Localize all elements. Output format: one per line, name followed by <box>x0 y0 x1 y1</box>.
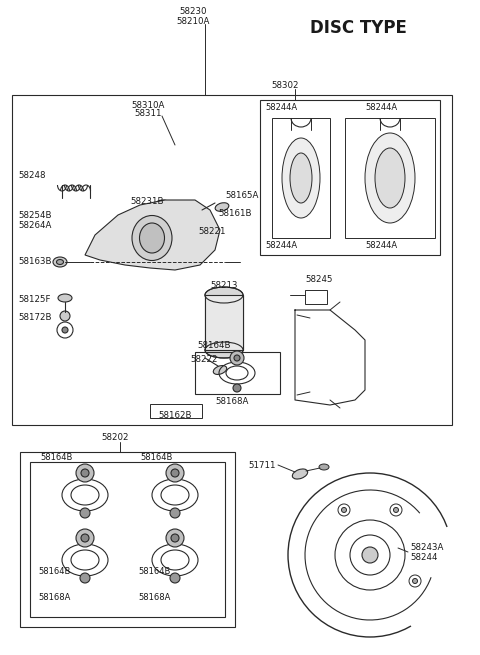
Bar <box>12 95 452 425</box>
Text: 58164B: 58164B <box>140 453 172 462</box>
Text: 58244A: 58244A <box>265 240 297 250</box>
Circle shape <box>230 351 244 365</box>
Text: 58164B: 58164B <box>197 341 230 350</box>
Circle shape <box>412 578 418 584</box>
Text: 58222: 58222 <box>190 356 217 364</box>
Circle shape <box>60 311 70 321</box>
Ellipse shape <box>53 257 67 267</box>
Text: DISC TYPE: DISC TYPE <box>310 19 407 37</box>
Text: 58264A: 58264A <box>18 221 51 229</box>
Text: 58125F: 58125F <box>18 295 50 305</box>
Polygon shape <box>85 200 220 270</box>
Ellipse shape <box>213 365 227 375</box>
Ellipse shape <box>57 259 63 265</box>
Circle shape <box>171 469 179 477</box>
Circle shape <box>170 508 180 518</box>
Text: 58244A: 58244A <box>365 102 397 111</box>
Circle shape <box>233 384 241 392</box>
Ellipse shape <box>282 138 320 218</box>
Text: 58221: 58221 <box>198 227 226 236</box>
Text: 58168A: 58168A <box>215 398 248 407</box>
Ellipse shape <box>375 148 405 208</box>
Bar <box>178 240 206 258</box>
Text: 58162B: 58162B <box>158 411 192 419</box>
Bar <box>260 100 440 255</box>
Text: 58164B: 58164B <box>40 453 72 462</box>
Bar <box>30 462 225 617</box>
Text: 58161B: 58161B <box>218 210 252 219</box>
Ellipse shape <box>290 153 312 203</box>
Text: 58210A: 58210A <box>176 16 210 26</box>
Circle shape <box>166 464 184 482</box>
Text: 58244A: 58244A <box>365 240 397 250</box>
Text: 58164B: 58164B <box>138 567 170 576</box>
Circle shape <box>234 355 240 361</box>
Circle shape <box>62 327 68 333</box>
Bar <box>150 404 202 418</box>
Text: 58230: 58230 <box>179 7 207 16</box>
Text: 58168A: 58168A <box>38 593 71 603</box>
Ellipse shape <box>58 294 72 302</box>
Text: 58243A: 58243A <box>410 544 444 553</box>
Bar <box>20 452 235 627</box>
Circle shape <box>171 534 179 542</box>
Text: 51711: 51711 <box>248 460 276 470</box>
Ellipse shape <box>132 215 172 261</box>
Circle shape <box>80 573 90 583</box>
Text: 58248: 58248 <box>18 170 46 179</box>
Ellipse shape <box>319 464 329 470</box>
Text: 58244A: 58244A <box>265 102 297 111</box>
Text: 58245: 58245 <box>305 276 333 284</box>
Polygon shape <box>370 526 454 627</box>
Circle shape <box>80 508 90 518</box>
Circle shape <box>166 529 184 547</box>
Ellipse shape <box>205 342 243 358</box>
Bar <box>205 295 243 350</box>
Ellipse shape <box>140 223 165 253</box>
Text: 58302: 58302 <box>271 81 299 90</box>
Bar <box>195 352 280 394</box>
Circle shape <box>76 464 94 482</box>
Ellipse shape <box>365 133 415 223</box>
Circle shape <box>76 529 94 547</box>
Circle shape <box>394 508 398 512</box>
Bar <box>205 295 243 350</box>
Text: 58310A: 58310A <box>132 100 165 109</box>
Circle shape <box>341 508 347 512</box>
Text: 58168A: 58168A <box>138 593 170 603</box>
Text: 58172B: 58172B <box>18 314 51 322</box>
Text: 58165A: 58165A <box>225 191 258 200</box>
Circle shape <box>170 573 180 583</box>
Text: 58202: 58202 <box>101 434 129 443</box>
Text: 58254B: 58254B <box>18 210 51 219</box>
Bar <box>305 290 327 304</box>
Circle shape <box>362 547 378 563</box>
Text: 58213: 58213 <box>210 280 238 290</box>
Text: 58231B: 58231B <box>130 198 164 206</box>
Text: 58163B: 58163B <box>18 257 51 267</box>
Text: 58164B: 58164B <box>38 567 71 576</box>
Circle shape <box>81 534 89 542</box>
Text: 58244: 58244 <box>410 553 437 563</box>
Bar <box>205 295 243 350</box>
Ellipse shape <box>215 203 229 212</box>
Ellipse shape <box>205 287 243 303</box>
Ellipse shape <box>292 469 308 479</box>
Text: 58311: 58311 <box>134 109 162 119</box>
Circle shape <box>81 469 89 477</box>
